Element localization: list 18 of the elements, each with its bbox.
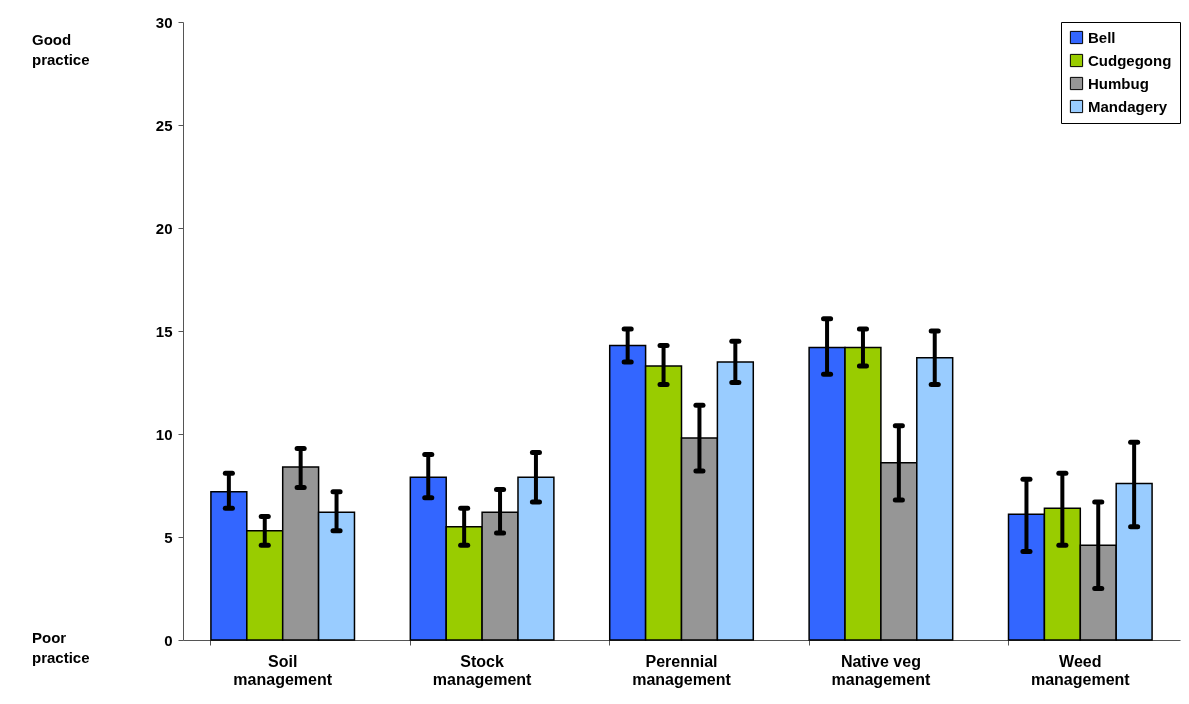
- legend-label: Mandagery: [1088, 97, 1168, 115]
- y-tick-label: 25: [155, 116, 173, 134]
- y-tick-label: 30: [155, 13, 173, 31]
- legend-label: Cudgegong: [1088, 51, 1172, 69]
- y-tick-label: 15: [155, 322, 173, 340]
- legend-label: Bell: [1088, 28, 1116, 46]
- y-tick-label: 5: [164, 528, 173, 546]
- legend-label: Humbug: [1088, 74, 1149, 92]
- x-tick-label: Native veg management: [831, 652, 931, 688]
- y-tick-label: 10: [155, 425, 173, 443]
- x-tick-label: Perennial management: [632, 652, 732, 688]
- x-tick-label: Stock management: [432, 652, 533, 688]
- text: Poor practice: [32, 629, 90, 666]
- x-tick-label: Soil management: [233, 652, 333, 688]
- x-tick-label: Weed management: [1030, 652, 1131, 688]
- y-tick-label: 20: [155, 219, 173, 237]
- y-tick-label: 0: [164, 631, 173, 649]
- text: Good practice: [32, 31, 90, 68]
